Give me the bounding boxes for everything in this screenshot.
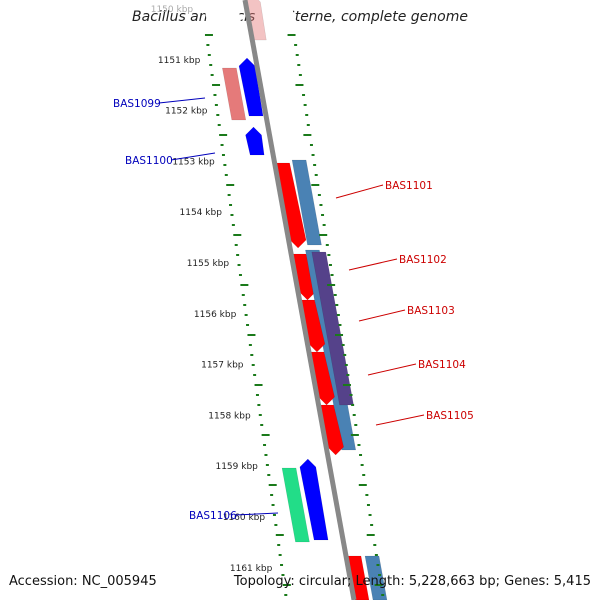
kbp-label: 1152 kbp <box>165 107 208 117</box>
gene-leader-line <box>234 512 279 516</box>
gene-leader-line <box>348 258 398 271</box>
gene-feature-reverse-cds[interactable] <box>299 458 329 541</box>
kbp-label: 1156 kbp <box>194 310 237 320</box>
gene-label-bas1103[interactable]: BAS1103 <box>407 305 455 317</box>
accession-text: Accession: NC_005945 <box>9 574 157 589</box>
kbp-label: 1157 kbp <box>201 361 244 371</box>
kbp-label: 1158 kbp <box>208 411 251 421</box>
gene-feature-forward-feature[interactable] <box>291 159 322 246</box>
genome-backbone <box>242 0 357 600</box>
gene-label-bas1102[interactable]: BAS1102 <box>399 254 447 266</box>
gene-features <box>222 0 388 600</box>
topology-text: Topology: circular; Length: 5,228,663 bp… <box>233 574 591 589</box>
kbp-ruler: 1150 kbp 1151 kbp 1152 kbp 1153 kbp 1154 kbp… <box>151 5 385 596</box>
gene-leader-line <box>375 414 425 426</box>
gene-feature-forward-feature[interactable] <box>364 555 388 600</box>
gene-label-bas1104[interactable]: BAS1104 <box>418 359 466 371</box>
gene-feature-reverse-cds[interactable] <box>245 126 265 156</box>
gene-leader-line <box>367 363 417 376</box>
kbp-label: 1160 kbp <box>223 513 266 523</box>
gene-label-bas1106[interactable]: BAS1106 <box>189 510 237 522</box>
gene-label-bas1101[interactable]: BAS1101 <box>385 180 433 192</box>
gene-feature-reverse-feature[interactable] <box>222 67 247 121</box>
gene-leader-line <box>335 184 384 199</box>
kbp-label: 1150 kbp <box>151 5 194 15</box>
kbp-label: 1159 kbp <box>215 462 258 472</box>
kbp-label: 1155 kbp <box>187 259 230 269</box>
kbp-label: 1161 kbp <box>230 564 273 574</box>
kbp-label: 1153 kbp <box>172 157 215 167</box>
gene-feature-reverse-cds[interactable] <box>238 57 264 117</box>
gene-label-bas1100[interactable]: BAS1100 <box>125 155 173 167</box>
gene-leader-line <box>170 152 216 161</box>
gene-leader-line <box>358 309 406 322</box>
kbp-label: 1154 kbp <box>180 208 223 218</box>
gene-label-bas1099[interactable]: BAS1099 <box>113 98 161 110</box>
kbp-label: 1151 kbp <box>158 56 201 66</box>
gene-labels: BAS1099 BAS1100 BAS1101 BAS1102 BAS1103 BAS11… <box>113 97 474 522</box>
gene-feature-rna[interactable] <box>281 467 310 543</box>
feature-lane <box>203 0 346 600</box>
gene-label-bas1105[interactable]: BAS1105 <box>426 410 474 422</box>
gene-leader-line <box>158 97 206 104</box>
